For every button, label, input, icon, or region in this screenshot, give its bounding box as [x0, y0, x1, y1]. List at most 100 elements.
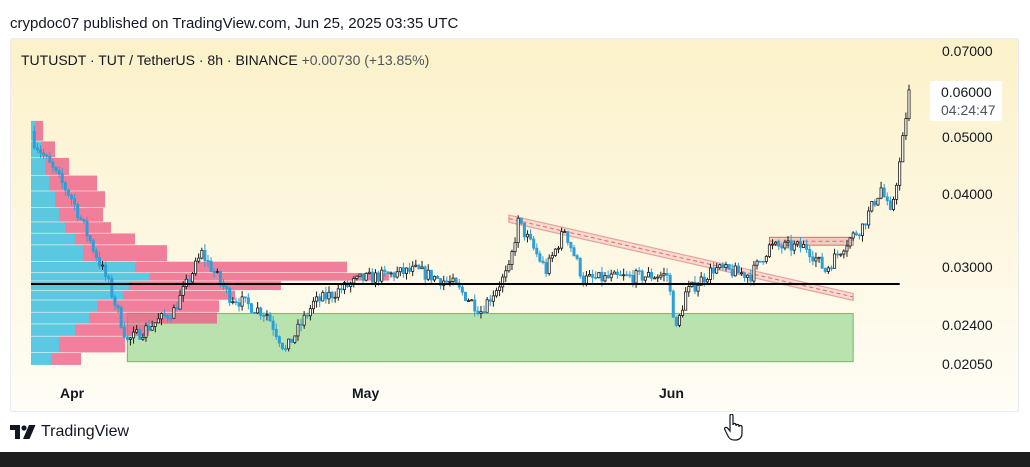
- candle-body: [476, 310, 480, 314]
- candle-body: [563, 231, 567, 234]
- candle-body: [234, 301, 238, 304]
- candle-body: [429, 269, 433, 281]
- candle-body: [721, 264, 725, 269]
- candle-body: [138, 329, 142, 340]
- tradingview-brand[interactable]: TradingView: [10, 421, 129, 443]
- candle-body: [560, 231, 564, 249]
- chart-area[interactable]: TUTUSDT · TUT / TetherUS · 8h · BINANCE …: [10, 38, 1019, 412]
- candle-body: [529, 233, 533, 240]
- candle-body: [501, 276, 505, 288]
- candle-body: [702, 276, 706, 283]
- candle-body: [463, 291, 467, 302]
- candle-body: [857, 234, 861, 237]
- chart-canvas[interactable]: [11, 39, 1018, 411]
- candle-body: [491, 295, 495, 302]
- volume-profile-bar: [97, 300, 219, 312]
- candle-body: [113, 296, 117, 306]
- candle-body: [218, 271, 222, 284]
- candle-body: [240, 296, 244, 307]
- volume-profile-bar: [31, 300, 97, 312]
- candle-body: [504, 270, 508, 278]
- candle-body: [823, 267, 827, 272]
- candle-body: [864, 223, 868, 226]
- candle-body: [516, 217, 520, 244]
- candle-body: [82, 218, 86, 222]
- candle-body: [336, 288, 340, 298]
- candle-body: [377, 272, 381, 282]
- candle-body: [408, 267, 412, 272]
- last-price: 0.06000: [941, 84, 992, 100]
- candle-body: [653, 277, 657, 280]
- candle-body: [187, 278, 191, 283]
- candle-body: [358, 273, 362, 277]
- candle-body: [287, 338, 291, 350]
- candle-body: [172, 307, 176, 319]
- candle-body: [88, 235, 92, 242]
- candle-body: [482, 311, 486, 314]
- candle-body: [315, 296, 319, 302]
- candle-body: [820, 256, 824, 269]
- candle-body: [584, 275, 588, 284]
- candle-body: [156, 318, 160, 324]
- candle-body: [547, 257, 551, 274]
- candle-body: [805, 243, 809, 250]
- volume-profile-bar: [31, 261, 135, 273]
- price-label-4: 0.02400: [942, 317, 993, 333]
- candle-body: [122, 327, 126, 338]
- candle-body: [101, 264, 105, 267]
- candle-body: [513, 242, 517, 253]
- candle-body: [411, 265, 415, 272]
- candle-body: [128, 337, 132, 340]
- candle-body: [631, 274, 635, 284]
- candle-body: [609, 273, 613, 279]
- volume-profile-bar: [31, 281, 129, 290]
- candle-body: [147, 325, 151, 331]
- candle-body: [305, 314, 309, 317]
- candle-body: [550, 255, 554, 259]
- candle-body: [169, 317, 173, 320]
- candle-body: [767, 244, 771, 257]
- volume-profile-bar: [51, 353, 81, 365]
- candle-body: [395, 271, 399, 278]
- candle-body: [194, 260, 198, 275]
- candle-body: [622, 274, 626, 277]
- candle-body: [470, 299, 474, 302]
- volume-profile-bar: [31, 222, 65, 233]
- volume-profile-bar: [129, 281, 281, 290]
- candle-body: [771, 243, 775, 246]
- candle-body: [898, 161, 902, 186]
- candle-body: [619, 274, 623, 277]
- candle-body: [184, 278, 188, 287]
- candle-body: [389, 272, 393, 275]
- candle-body: [231, 301, 235, 304]
- candle-body: [228, 287, 232, 303]
- candle-body: [566, 231, 570, 243]
- candle-body: [814, 257, 818, 262]
- candle-body: [758, 260, 762, 263]
- candle-body: [66, 189, 70, 196]
- candle-body: [488, 299, 492, 302]
- volume-profile-bar: [59, 336, 125, 353]
- candle-body: [615, 271, 619, 276]
- candle-body: [380, 269, 384, 282]
- candle-body: [166, 315, 170, 319]
- candle-body: [39, 149, 43, 154]
- candle-body: [696, 284, 700, 292]
- candle-body: [544, 262, 548, 274]
- candle-body: [414, 264, 418, 267]
- candle-body: [373, 272, 377, 283]
- candle-body: [265, 314, 269, 316]
- candle-body: [253, 312, 257, 314]
- candle-body: [783, 241, 787, 249]
- candle-body: [752, 264, 756, 282]
- candle-body: [479, 311, 483, 314]
- candle-body: [538, 253, 542, 262]
- candle-body: [116, 304, 120, 309]
- candle-body: [557, 247, 561, 250]
- candle-body: [445, 280, 449, 283]
- candle-body: [712, 267, 716, 274]
- symbol-legend[interactable]: TUTUSDT · TUT / TetherUS · 8h · BINANCE …: [21, 52, 429, 68]
- candle-body: [225, 286, 229, 289]
- candle-body: [882, 187, 886, 198]
- candle-body: [597, 271, 601, 279]
